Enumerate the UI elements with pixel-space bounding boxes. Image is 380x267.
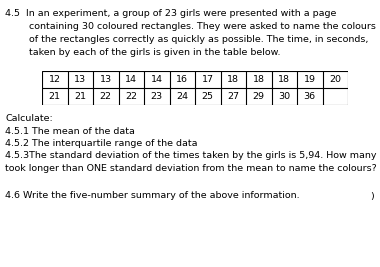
Text: 21: 21 [74,92,86,101]
Text: 4.5.3The standard deviation of the times taken by the girls is 5,94. How many gi: 4.5.3The standard deviation of the times… [5,151,380,160]
Text: 18: 18 [253,75,265,84]
Text: 13: 13 [74,75,86,84]
Text: of the rectangles correctly as quickly as possible. The time, in seconds,: of the rectangles correctly as quickly a… [5,35,368,44]
Text: 30: 30 [278,92,290,101]
Text: 4.5  In an experiment, a group of 23 girls were presented with a page: 4.5 In an experiment, a group of 23 girl… [5,9,336,18]
Text: 14: 14 [125,75,137,84]
Text: 12: 12 [49,75,61,84]
Text: took longer than ONE standard deviation from the mean to name the colours?: took longer than ONE standard deviation … [5,164,377,173]
Text: 29: 29 [253,92,265,101]
Text: Calculate:: Calculate: [5,114,53,123]
Text: 4.5.2 The interquartile range of the data: 4.5.2 The interquartile range of the dat… [5,139,198,148]
Text: 16: 16 [176,75,188,84]
Text: 36: 36 [304,92,316,101]
Text: 18: 18 [278,75,290,84]
Text: 20: 20 [329,75,341,84]
Text: 18: 18 [227,75,239,84]
Text: 22: 22 [125,92,137,101]
Text: 22: 22 [100,92,112,101]
Text: 24: 24 [176,92,188,101]
Text: containing 30 coloured rectangles. They were asked to name the colours: containing 30 coloured rectangles. They … [5,22,376,31]
Text: 25: 25 [202,92,214,101]
Text: ): ) [370,191,374,201]
Text: 21: 21 [49,92,61,101]
Text: 13: 13 [100,75,112,84]
Text: 27: 27 [227,92,239,101]
Text: 4.5.1 The mean of the data: 4.5.1 The mean of the data [5,127,135,135]
Text: 17: 17 [202,75,214,84]
Text: 23: 23 [151,92,163,101]
Text: 4.6 Write the five-number summary of the above information.: 4.6 Write the five-number summary of the… [5,191,299,201]
Text: 19: 19 [304,75,316,84]
Text: taken by each of the girls is given in the table below.: taken by each of the girls is given in t… [5,48,280,57]
Text: 14: 14 [151,75,163,84]
